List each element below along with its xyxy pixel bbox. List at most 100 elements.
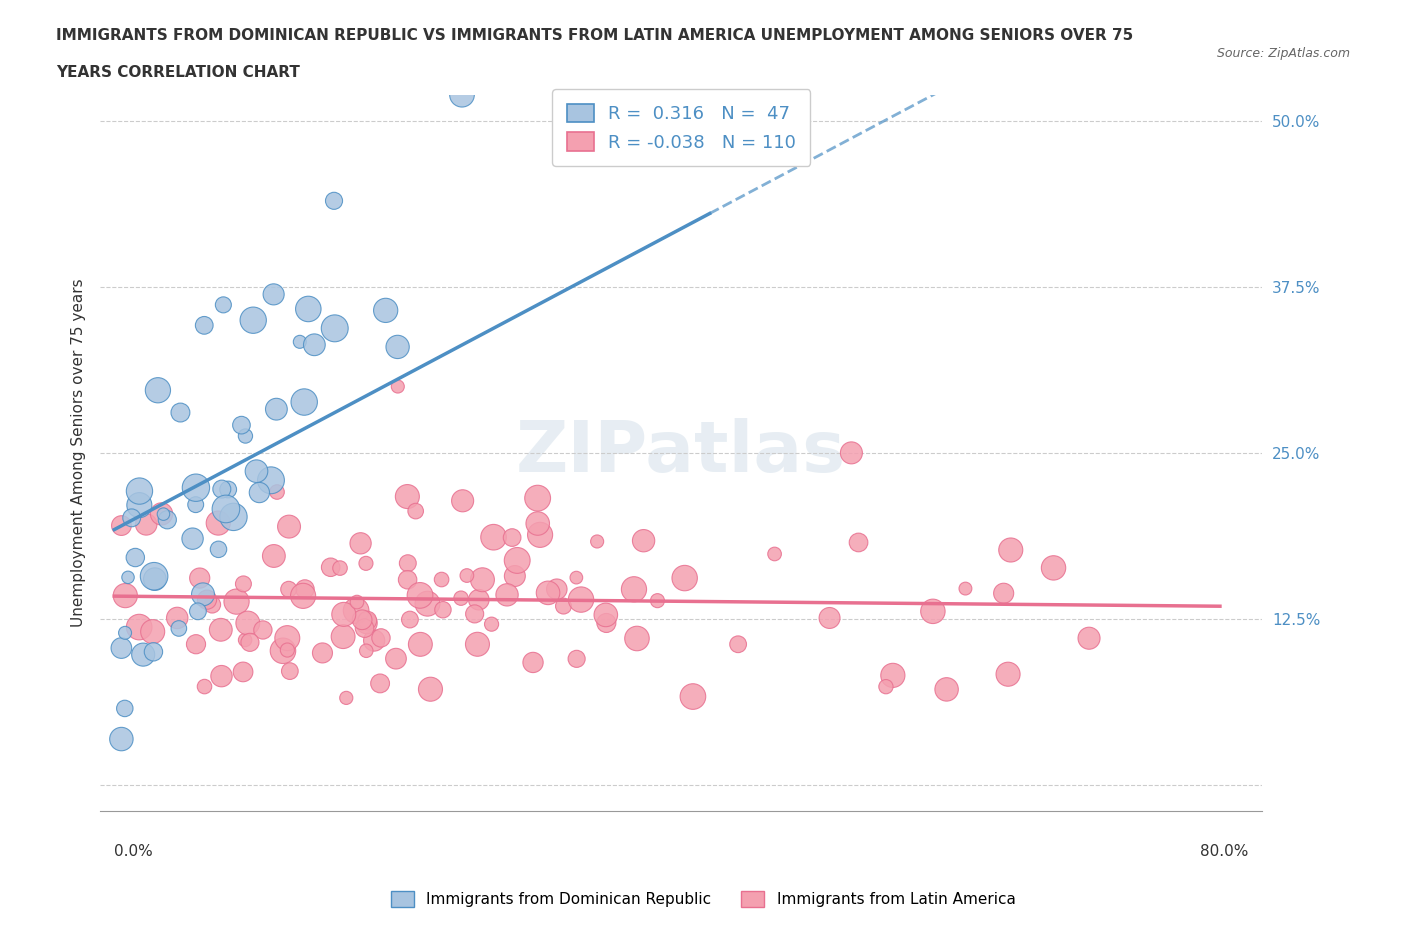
Point <box>595 616 617 631</box>
Point <box>232 577 254 591</box>
Point <box>288 335 311 350</box>
Y-axis label: Unemployment Among Seniors over 75 years: Unemployment Among Seniors over 75 years <box>72 279 86 627</box>
Point <box>110 518 132 533</box>
Point <box>114 625 136 640</box>
Legend: R =  0.316   N =  47, R = -0.038   N = 110: R = 0.316 N = 47, R = -0.038 N = 110 <box>553 89 810 166</box>
Point <box>266 402 288 417</box>
Text: ZIPatlas: ZIPatlas <box>516 418 846 487</box>
Point <box>352 612 374 627</box>
Point <box>311 645 333 660</box>
Point <box>456 568 478 583</box>
Point <box>1042 561 1064 576</box>
Point <box>191 587 214 602</box>
Point <box>181 531 204 546</box>
Point <box>231 418 253 432</box>
Point <box>114 588 136 603</box>
Point <box>193 679 215 694</box>
Text: IMMIGRANTS FROM DOMINICAN REPUBLIC VS IMMIGRANTS FROM LATIN AMERICA UNEMPLOYMENT: IMMIGRANTS FROM DOMINICAN REPUBLIC VS IM… <box>56 28 1133 43</box>
Point <box>387 339 409 354</box>
Text: 80.0%: 80.0% <box>1199 844 1249 859</box>
Point <box>997 667 1019 682</box>
Point <box>354 556 377 571</box>
Point <box>522 655 544 670</box>
Point <box>212 298 235 312</box>
Point <box>451 87 474 102</box>
Text: YEARS CORRELATION CHART: YEARS CORRELATION CHART <box>56 65 299 80</box>
Point <box>626 631 648 646</box>
Point <box>385 651 408 666</box>
Point <box>252 622 274 637</box>
Point <box>184 637 207 652</box>
Point <box>451 493 474 508</box>
Point <box>409 637 432 652</box>
Point <box>201 597 224 612</box>
Point <box>114 701 136 716</box>
Point <box>387 379 409 394</box>
Point <box>471 572 494 587</box>
Point <box>225 594 247 609</box>
Point <box>242 312 264 327</box>
Point <box>955 581 977 596</box>
Point <box>1000 542 1022 557</box>
Point <box>184 480 207 495</box>
Point <box>633 533 655 548</box>
Point <box>481 617 503 631</box>
Point <box>595 607 617 622</box>
Point <box>263 549 285 564</box>
Point <box>239 635 262 650</box>
Point <box>763 547 786 562</box>
Point <box>235 429 257 444</box>
Point <box>586 534 609 549</box>
Point <box>353 620 375 635</box>
Point <box>344 604 367 618</box>
Point <box>430 572 453 587</box>
Point <box>156 512 179 527</box>
Point <box>152 507 174 522</box>
Point <box>482 530 505 545</box>
Point <box>278 664 301 679</box>
Point <box>277 582 299 597</box>
Point <box>875 679 897 694</box>
Point <box>188 571 211 586</box>
Point <box>209 622 232 637</box>
Point <box>409 588 432 603</box>
Point <box>207 515 229 530</box>
Point <box>526 491 548 506</box>
Text: 0.0%: 0.0% <box>114 844 153 859</box>
Point <box>332 630 354 644</box>
Point <box>496 588 519 603</box>
Point <box>335 690 357 705</box>
Point <box>195 592 218 607</box>
Point <box>450 591 472 605</box>
Point <box>506 553 529 568</box>
Point <box>468 592 491 607</box>
Point <box>292 394 315 409</box>
Text: Source: ZipAtlas.com: Source: ZipAtlas.com <box>1216 46 1350 60</box>
Point <box>128 484 150 498</box>
Point <box>467 637 489 652</box>
Point <box>370 631 392 645</box>
Point <box>565 651 588 666</box>
Point <box>128 498 150 512</box>
Point <box>419 682 441 697</box>
Point <box>292 589 315 604</box>
Point <box>304 338 326 352</box>
Point <box>323 321 346 336</box>
Point <box>236 616 259 631</box>
Point <box>124 550 146 565</box>
Point <box>464 606 486 621</box>
Point <box>135 517 157 532</box>
Point <box>935 682 957 697</box>
Point <box>356 613 378 628</box>
Point <box>117 570 139 585</box>
Point <box>297 301 319 316</box>
Point <box>673 571 696 586</box>
Point <box>166 610 188 625</box>
Point <box>187 604 209 618</box>
Point <box>396 489 419 504</box>
Point <box>128 619 150 634</box>
Point <box>682 689 704 704</box>
Point <box>537 585 560 600</box>
Point <box>260 472 283 487</box>
Point <box>882 668 904 683</box>
